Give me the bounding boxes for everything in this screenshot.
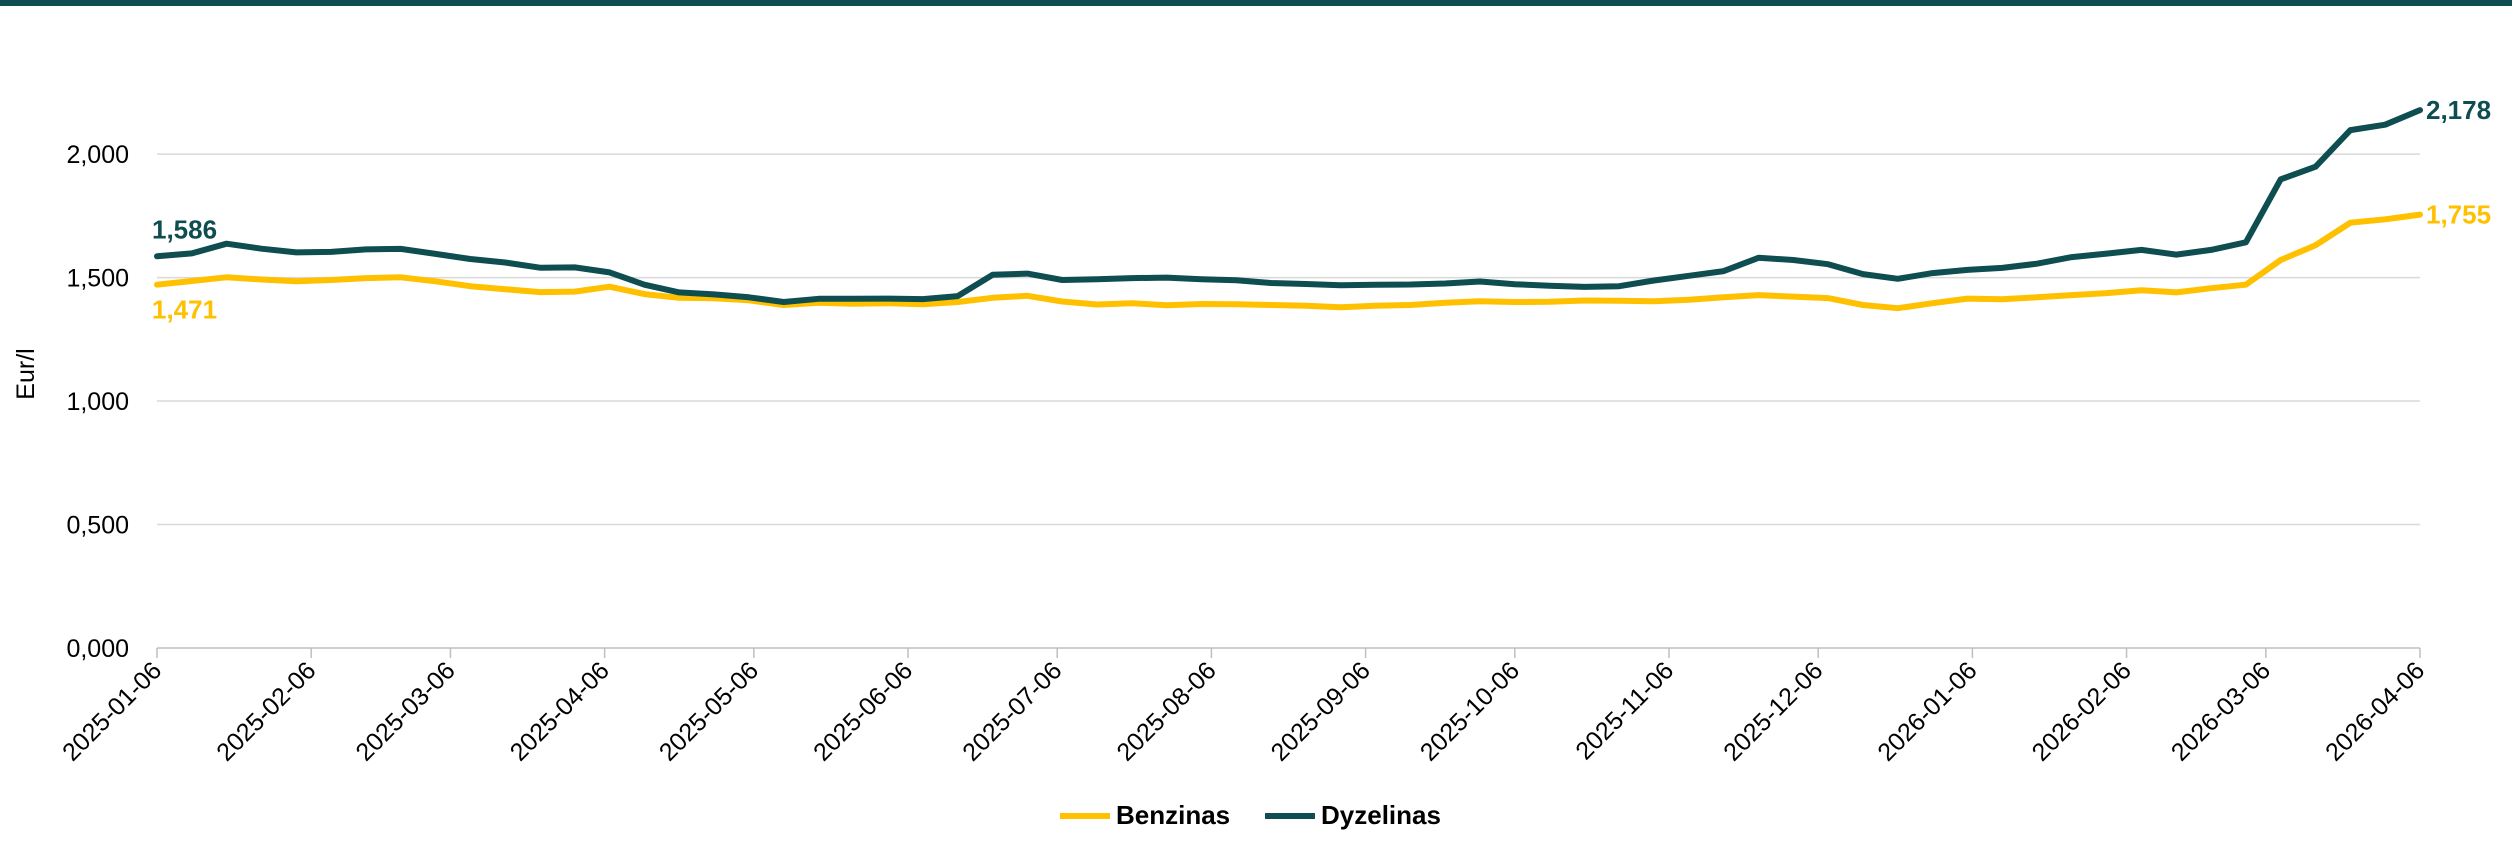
top-accent-bar [0, 0, 2512, 6]
data-labels: 1,471 1,755 1,586 2,178 [152, 95, 2491, 325]
x-tick-label: 2025-12-06 [1718, 656, 1828, 766]
y-tick-label: 2,000 [66, 141, 129, 169]
x-tick-label: 2025-02-06 [211, 656, 321, 766]
series-line-benzinas [154, 211, 2423, 312]
y-tick-label: 0,500 [66, 512, 129, 540]
x-tick-label: 2025-07-06 [957, 656, 1067, 766]
legend-label: Benzinas [1116, 800, 1230, 830]
series-line-dyzelinas [154, 107, 2423, 305]
series-lines [154, 107, 2423, 312]
legend-label: Dyzelinas [1321, 800, 1441, 830]
x-tick-label: 2025-06-06 [808, 656, 918, 766]
x-tick-label: 2025-01-06 [57, 656, 167, 766]
x-tick-label: 2026-02-06 [2027, 656, 2137, 766]
x-tick-label: 2026-01-06 [1872, 656, 1982, 766]
y-tick-label: 1,500 [66, 265, 129, 293]
x-tick-label: 2026-03-06 [2166, 656, 2276, 766]
x-tick-label: 2026-04-06 [2320, 656, 2430, 766]
axes: 0,000 0,500 1,000 1,500 2,000 2025-01-06 2025-… [57, 141, 2430, 767]
y-tick-label: 1,000 [66, 388, 129, 416]
legend: Benzinas Dyzelinas [1060, 800, 1441, 830]
x-tick-label: 2025-03-06 [350, 656, 460, 766]
grid-lines [157, 153, 2420, 526]
series-start-label: 1,586 [152, 214, 217, 244]
x-tick-label: 2025-11-06 [1570, 656, 1679, 765]
x-tick-label: 2025-10-06 [1415, 656, 1525, 766]
x-tick-label: 2025-05-06 [654, 656, 764, 766]
x-tick-label: 2025-04-06 [505, 656, 615, 766]
series-start-label: 1,471 [152, 295, 217, 325]
series-end-label: 2,178 [2426, 95, 2491, 125]
y-tick-label: 0,000 [66, 635, 129, 663]
series-end-label: 1,755 [2426, 200, 2491, 230]
x-tick-label: 2025-08-06 [1111, 656, 1221, 766]
y-axis-label: Eur/l [12, 348, 40, 399]
x-tick-label: 2025-09-06 [1266, 656, 1376, 766]
